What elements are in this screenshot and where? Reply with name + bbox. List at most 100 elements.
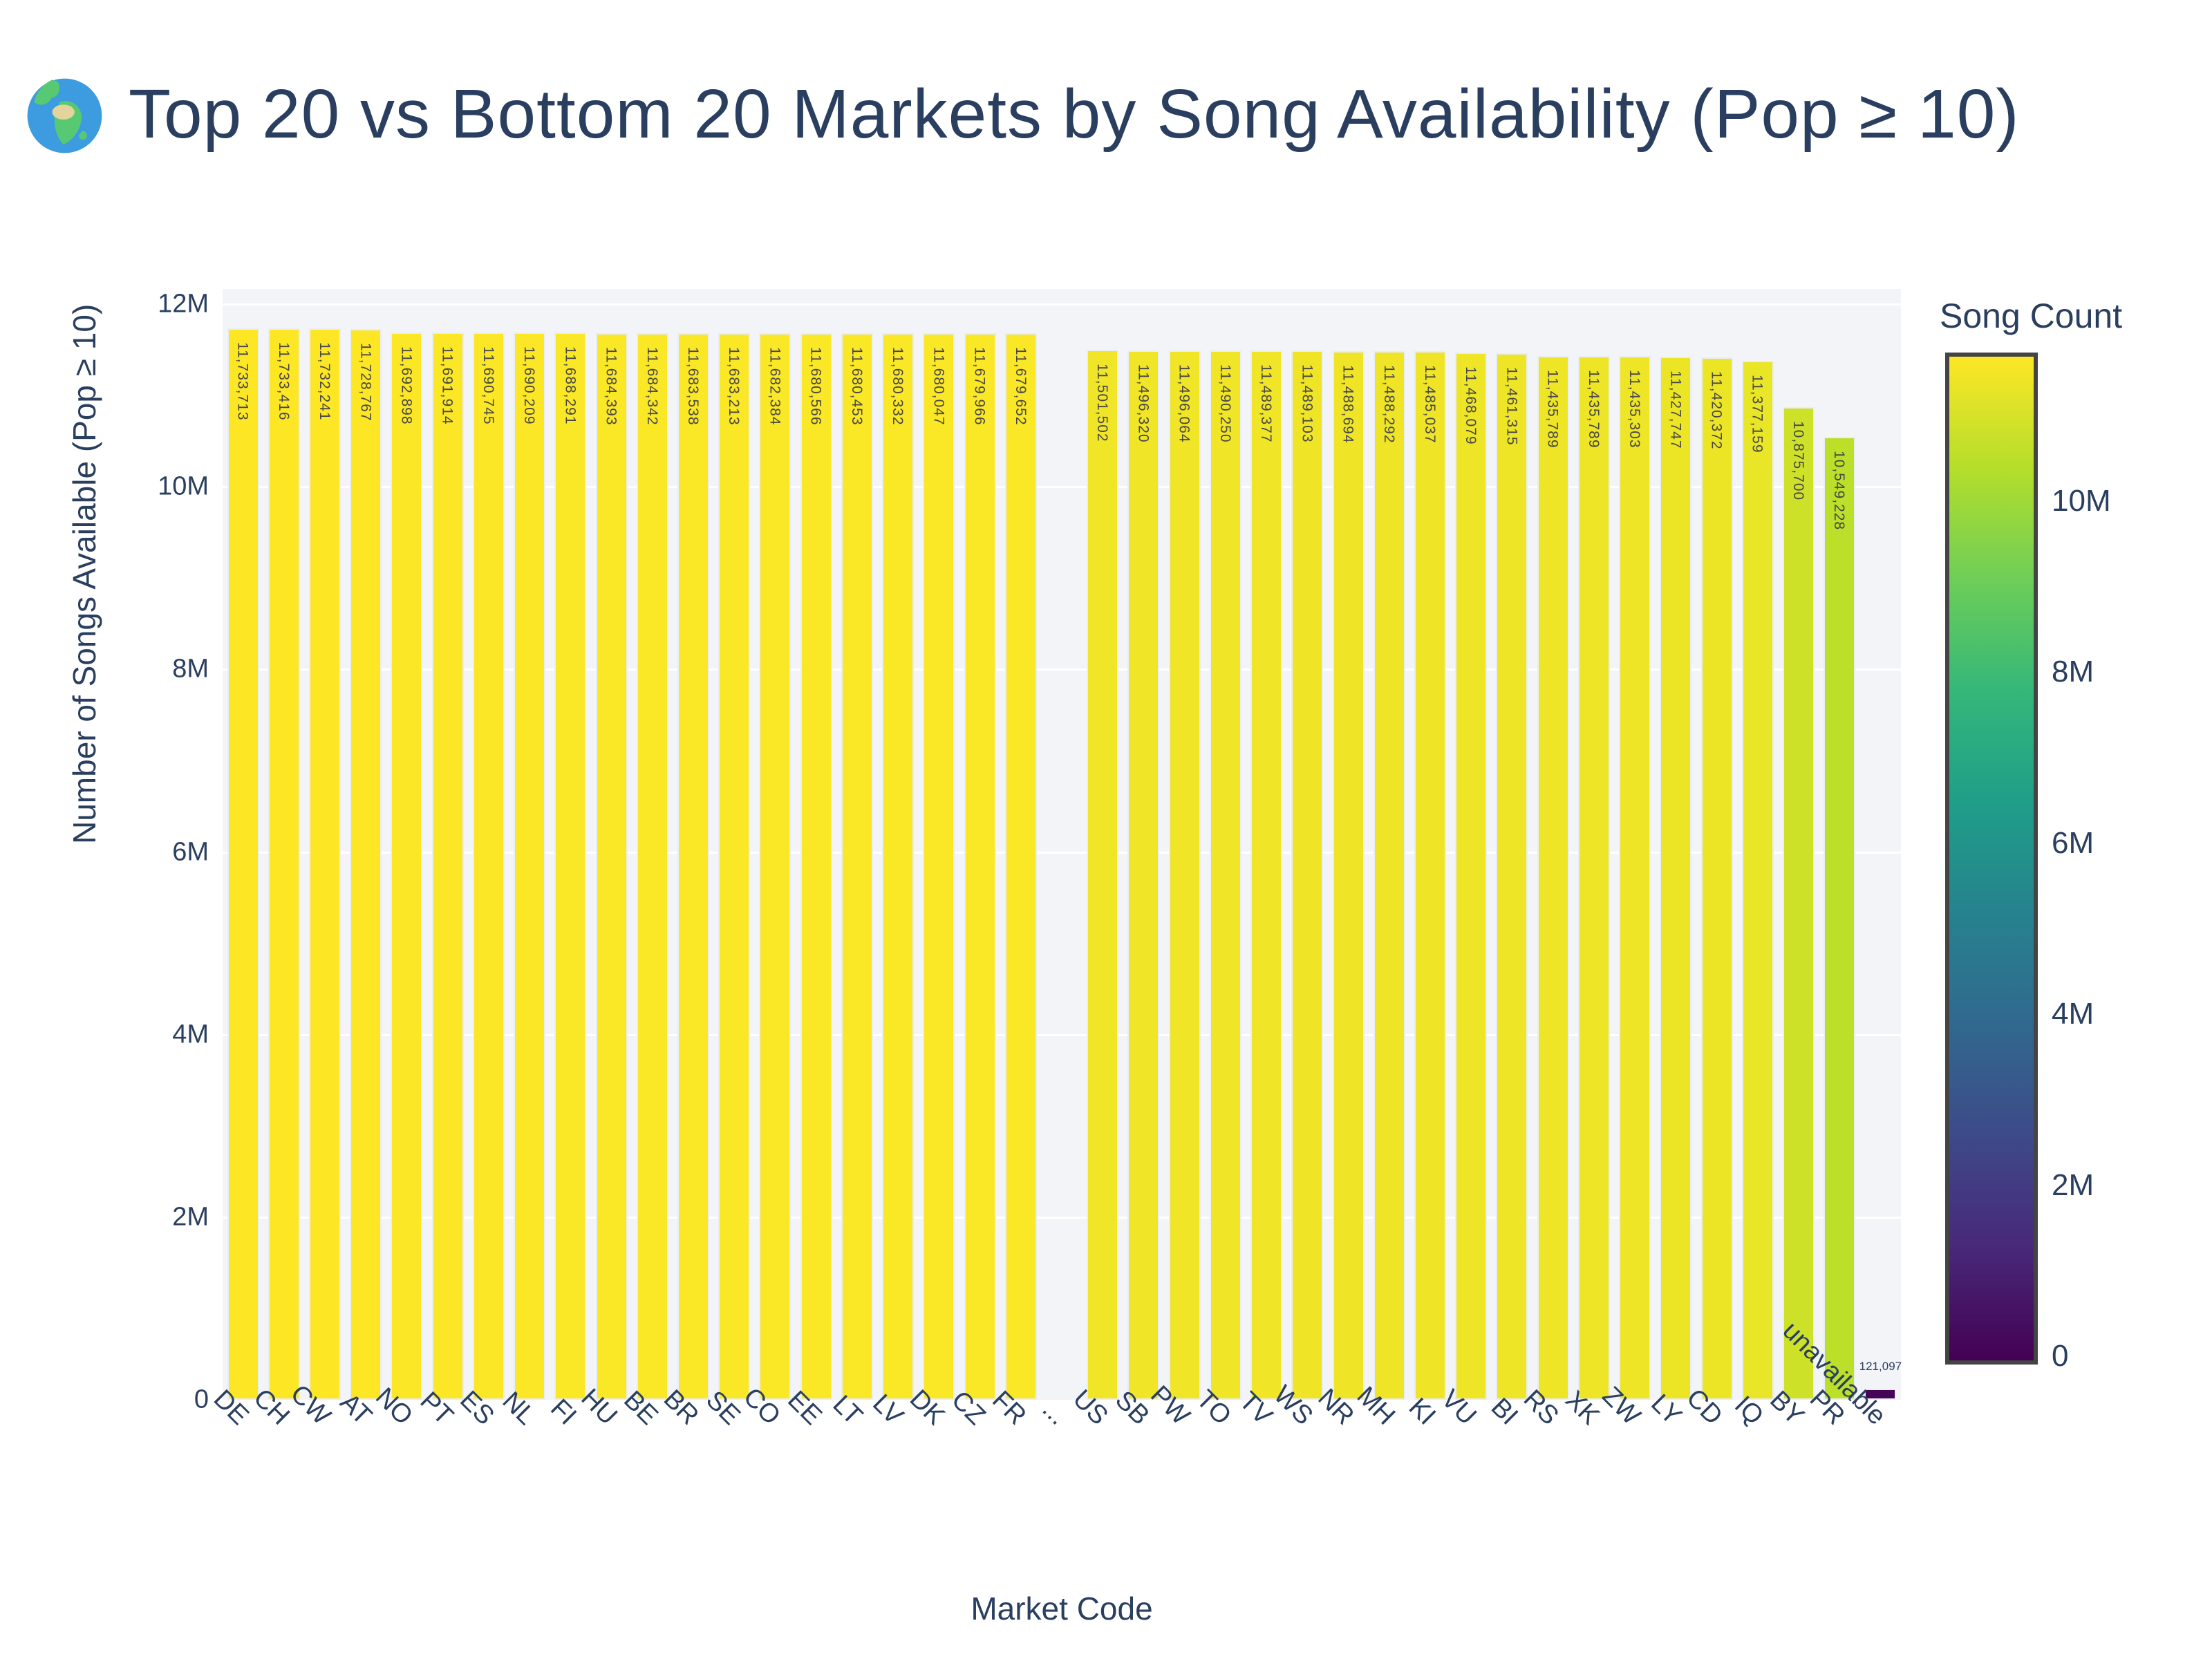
bar-value-label: 121,097 xyxy=(1859,1360,1902,1373)
bar-value-label: 11,679,652 xyxy=(1012,347,1029,426)
y-tick-label: 4M xyxy=(172,1020,209,1049)
bar-NR[interactable] xyxy=(1332,350,1365,1400)
bar-CO[interactable] xyxy=(759,332,791,1400)
bar-value-label: 11,488,694 xyxy=(1340,364,1356,444)
y-tick-label: 2M xyxy=(172,1202,209,1232)
bar-SB[interactable] xyxy=(1127,350,1160,1400)
bar-value-label: 11,692,898 xyxy=(398,346,415,425)
bar-value-label: 11,733,416 xyxy=(275,342,292,421)
gridline xyxy=(223,668,1901,671)
bar-LV[interactable] xyxy=(882,333,915,1400)
bar-value-label: 11,691,914 xyxy=(439,346,456,425)
colorbar-tick-label: 10M xyxy=(2052,483,2111,518)
bar-value-label: 11,485,037 xyxy=(1421,365,1438,444)
bar-value-label: 11,682,384 xyxy=(767,346,783,426)
bar-value-label: 11,733,713 xyxy=(234,342,251,421)
bar-IQ[interactable] xyxy=(1741,361,1774,1400)
gridline xyxy=(223,1033,1901,1036)
bar-BE[interactable] xyxy=(636,332,668,1400)
bar-AT[interactable] xyxy=(350,328,382,1400)
bar-value-label: 11,680,566 xyxy=(807,347,824,426)
bar-KI[interactable] xyxy=(1414,351,1446,1400)
gridline xyxy=(223,851,1901,854)
bar-value-label: 11,435,303 xyxy=(1627,369,1643,449)
bar-value-label: 11,728,767 xyxy=(357,342,374,422)
bar-value-label: 11,488,292 xyxy=(1380,364,1397,444)
bar-TV[interactable] xyxy=(1250,350,1283,1400)
bar-PW[interactable] xyxy=(1168,350,1201,1400)
bar-value-label: 11,496,064 xyxy=(1176,364,1192,443)
bar-MH[interactable] xyxy=(1373,350,1405,1400)
bar-BR[interactable] xyxy=(677,332,710,1400)
bar-FR[interactable] xyxy=(1004,333,1037,1400)
bar-HU[interactable] xyxy=(595,332,628,1400)
bar-NO[interactable] xyxy=(391,332,423,1400)
bar-EE[interactable] xyxy=(800,333,832,1400)
bar-value-label: 11,683,538 xyxy=(685,346,702,426)
bar-DK[interactable] xyxy=(923,333,955,1400)
bar-value-label: 11,688,291 xyxy=(562,346,579,425)
bar-value-label: 11,489,103 xyxy=(1299,364,1315,444)
bar-value-label: 11,680,332 xyxy=(890,347,906,426)
bar-value-label: 11,679,966 xyxy=(971,347,988,426)
bar-CD[interactable] xyxy=(1700,357,1733,1400)
bar-LT[interactable] xyxy=(841,333,873,1400)
bar-CW[interactable] xyxy=(309,328,341,1400)
bar-PT[interactable] xyxy=(431,332,464,1400)
bar-FI[interactable] xyxy=(554,332,587,1400)
y-tick-label: 10M xyxy=(158,471,209,501)
y-tick-label: 0 xyxy=(194,1385,209,1414)
bar-US[interactable] xyxy=(1087,349,1119,1400)
y-tick-label: 6M xyxy=(172,837,209,866)
bar-value-label: 11,377,159 xyxy=(1749,375,1765,453)
page-title: Top 20 vs Bottom 20 Markets by Song Avai… xyxy=(129,75,2020,153)
bar-value-label: 11,427,747 xyxy=(1667,370,1684,449)
bar-value-label: 11,489,377 xyxy=(1258,364,1275,443)
y-tick-label: 8M xyxy=(172,654,209,684)
bar-BI[interactable] xyxy=(1496,353,1528,1400)
x-tick-label: ... xyxy=(1036,1394,1073,1431)
bar-DE[interactable] xyxy=(227,328,259,1400)
bar-BY[interactable] xyxy=(1782,406,1815,1400)
bar-value-label: 11,684,393 xyxy=(603,346,619,426)
bar-value-label: 11,680,453 xyxy=(848,347,865,426)
bar-value-label: 11,684,342 xyxy=(644,346,660,426)
bar-value-label: 11,496,320 xyxy=(1135,364,1152,443)
bar-NL[interactable] xyxy=(514,332,546,1400)
colorbar-gradient xyxy=(1945,353,2038,1365)
bar-value-label: 11,468,079 xyxy=(1463,366,1479,445)
bar-ZW[interactable] xyxy=(1619,355,1651,1400)
bar-LY[interactable] xyxy=(1660,356,1692,1400)
bar-value-label: 11,461,315 xyxy=(1503,367,1520,446)
bar-value-label: 11,501,502 xyxy=(1094,363,1111,442)
bar-value-label: 11,435,789 xyxy=(1585,369,1602,449)
gridline xyxy=(223,303,1901,306)
x-axis-title: Market Code xyxy=(971,1591,1153,1627)
bar-RS[interactable] xyxy=(1537,355,1569,1400)
bar-WS[interactable] xyxy=(1291,350,1324,1400)
bar-value-label: 11,690,209 xyxy=(521,346,538,425)
bar-value-label: 11,683,213 xyxy=(726,346,742,426)
globe-icon xyxy=(27,78,102,153)
bar-value-label: 10,875,700 xyxy=(1790,420,1806,500)
y-tick-label: 12M xyxy=(158,289,209,319)
bar-SE[interactable] xyxy=(718,332,751,1400)
bar-value-label: 11,435,789 xyxy=(1544,369,1561,449)
bar-value-label: 10,549,228 xyxy=(1831,450,1848,530)
bar-TO[interactable] xyxy=(1209,350,1241,1400)
bar-VU[interactable] xyxy=(1455,353,1488,1400)
colorbar-tick-label: 2M xyxy=(2052,1168,2094,1202)
colorbar-tick-label: 4M xyxy=(2052,997,2094,1031)
colorbar-tick-label: 8M xyxy=(2052,655,2094,689)
colorbar-tick-label: 6M xyxy=(2052,825,2094,860)
bar-value-label: 11,690,745 xyxy=(480,346,496,425)
bar-unavailable[interactable] xyxy=(1864,1389,1897,1400)
bar-CH[interactable] xyxy=(268,328,300,1400)
bar-CZ[interactable] xyxy=(964,333,996,1400)
bar-ES[interactable] xyxy=(472,332,505,1400)
bar-value-label: 11,732,241 xyxy=(317,342,333,421)
bar-PR[interactable] xyxy=(1824,436,1856,1400)
colorbar-tick-label: 0 xyxy=(2052,1339,2069,1373)
bar-XK[interactable] xyxy=(1577,355,1610,1400)
